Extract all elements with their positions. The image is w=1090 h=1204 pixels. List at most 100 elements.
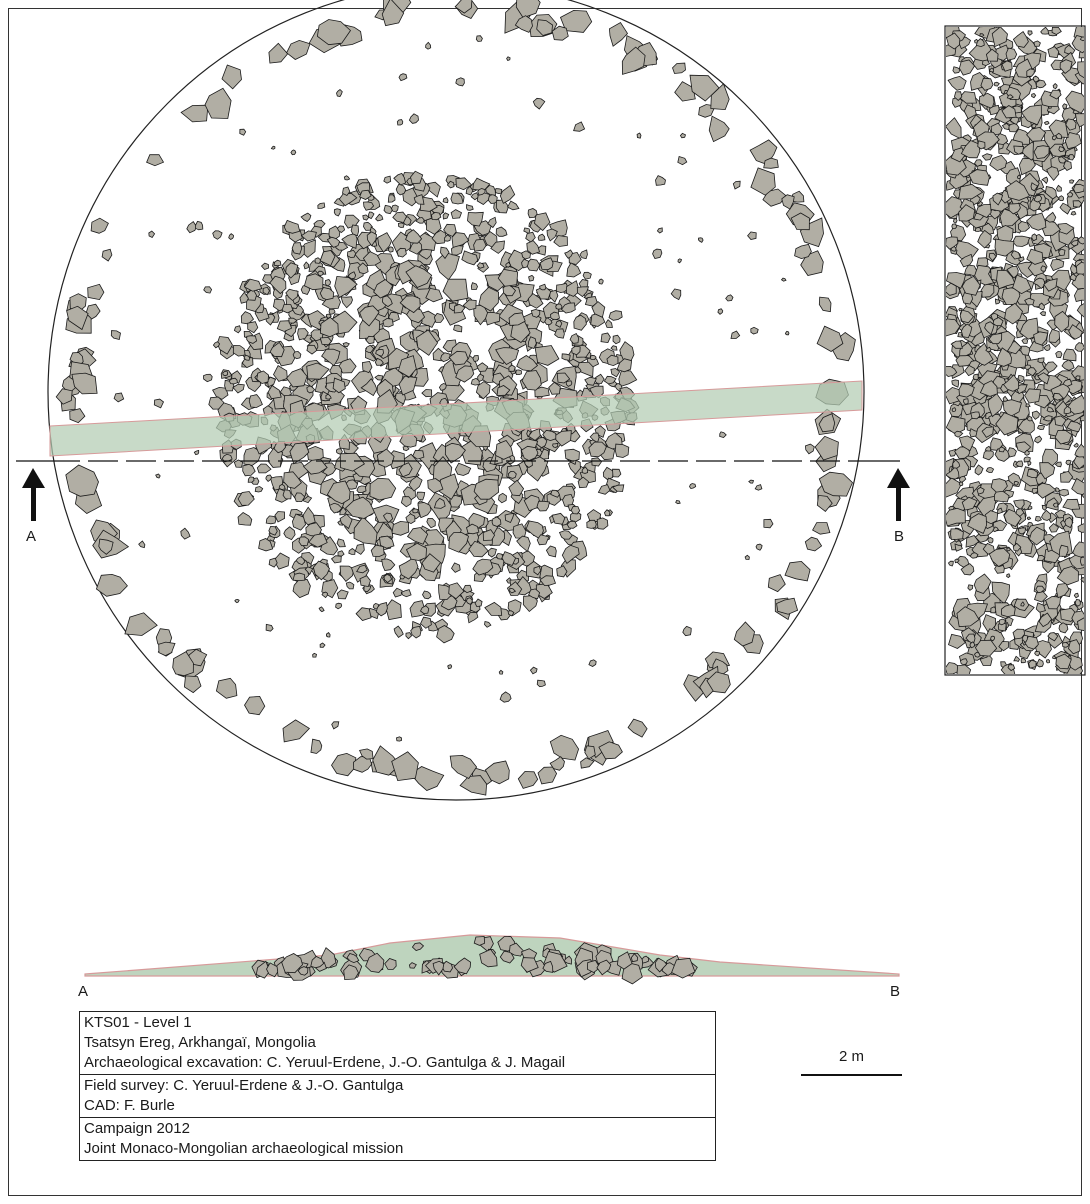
stone <box>326 236 341 248</box>
stone <box>615 443 630 458</box>
stone <box>490 240 505 254</box>
stone <box>419 605 430 614</box>
stone <box>641 955 649 964</box>
stone <box>946 477 962 498</box>
stone <box>435 252 460 281</box>
stone <box>992 317 1004 327</box>
stone <box>1052 83 1058 90</box>
stone <box>412 449 425 460</box>
stone <box>242 463 256 477</box>
stone <box>466 204 474 211</box>
stone <box>338 358 357 374</box>
stone <box>285 288 299 302</box>
stone <box>954 543 963 552</box>
stone <box>270 145 276 150</box>
stone <box>988 67 994 73</box>
stone <box>963 104 977 120</box>
stone <box>1045 659 1050 664</box>
stone <box>269 275 287 295</box>
stone <box>462 584 473 594</box>
stone <box>346 249 357 258</box>
stone <box>374 357 384 366</box>
stone <box>256 463 272 474</box>
stone <box>1032 277 1046 290</box>
stone <box>994 238 1015 257</box>
stone <box>498 492 507 504</box>
stone <box>440 352 451 363</box>
cartouche-line: Joint Monaco-Mongolian archaeological mi… <box>84 1140 404 1157</box>
stone <box>708 115 730 143</box>
stone <box>433 312 445 323</box>
stone <box>1048 522 1060 533</box>
stone <box>956 606 980 628</box>
stone <box>362 214 370 221</box>
stone <box>454 462 472 476</box>
stone <box>969 641 976 649</box>
stone <box>958 481 964 487</box>
stone <box>612 468 622 478</box>
stone <box>1008 203 1021 215</box>
stone <box>431 229 447 245</box>
stone <box>1075 261 1084 275</box>
stone <box>1054 509 1066 519</box>
stone <box>992 192 1004 206</box>
stone <box>959 309 975 324</box>
stone <box>652 248 663 259</box>
stone <box>600 332 611 344</box>
stone <box>146 154 165 167</box>
stone <box>1054 415 1067 427</box>
stone <box>950 340 963 349</box>
cartouche-survey-block: Field survey: C. Yeruul-Erdene & J.-O. G… <box>80 1074 715 1117</box>
stone <box>536 19 553 36</box>
stone <box>268 525 278 536</box>
stone <box>507 470 517 479</box>
stone <box>968 169 990 186</box>
stone <box>994 298 1001 305</box>
stone <box>425 41 432 50</box>
stone <box>180 104 209 123</box>
cartouche-line: Campaign 2012 <box>84 1120 190 1137</box>
stone <box>334 275 358 299</box>
stone <box>987 393 1004 418</box>
stone <box>998 446 1006 453</box>
stone <box>1007 447 1017 458</box>
stone <box>333 208 341 217</box>
stone <box>474 598 483 608</box>
stone <box>476 362 489 372</box>
stone <box>221 64 242 90</box>
stone <box>526 240 540 255</box>
stone <box>1033 145 1050 160</box>
stone <box>672 62 686 74</box>
stone <box>319 316 339 338</box>
stone <box>763 518 774 529</box>
stone <box>573 314 587 331</box>
stone <box>946 507 966 527</box>
stone <box>1056 565 1079 586</box>
stone <box>610 368 621 378</box>
stone <box>1051 135 1057 141</box>
stone <box>603 509 611 517</box>
stone <box>1017 174 1022 180</box>
stone <box>247 321 259 334</box>
stone <box>951 379 960 388</box>
stone <box>286 368 308 388</box>
stone <box>237 512 253 526</box>
stone <box>1035 79 1047 89</box>
plan-label-b: B <box>894 528 905 545</box>
stone <box>818 296 832 313</box>
stone <box>195 220 204 231</box>
stone <box>554 328 565 339</box>
stone <box>1024 297 1035 306</box>
stone <box>1043 361 1058 374</box>
cartouche-line: Tsatsyn Ereg, Arkhangaï, Mongolia <box>84 1034 316 1051</box>
stone <box>436 625 455 644</box>
stone <box>1020 657 1027 664</box>
stone <box>1059 59 1073 74</box>
stone <box>381 558 396 571</box>
stone <box>1063 160 1072 172</box>
stone <box>221 453 233 463</box>
stone <box>561 544 580 565</box>
stone <box>1061 641 1071 648</box>
stone <box>814 435 839 461</box>
